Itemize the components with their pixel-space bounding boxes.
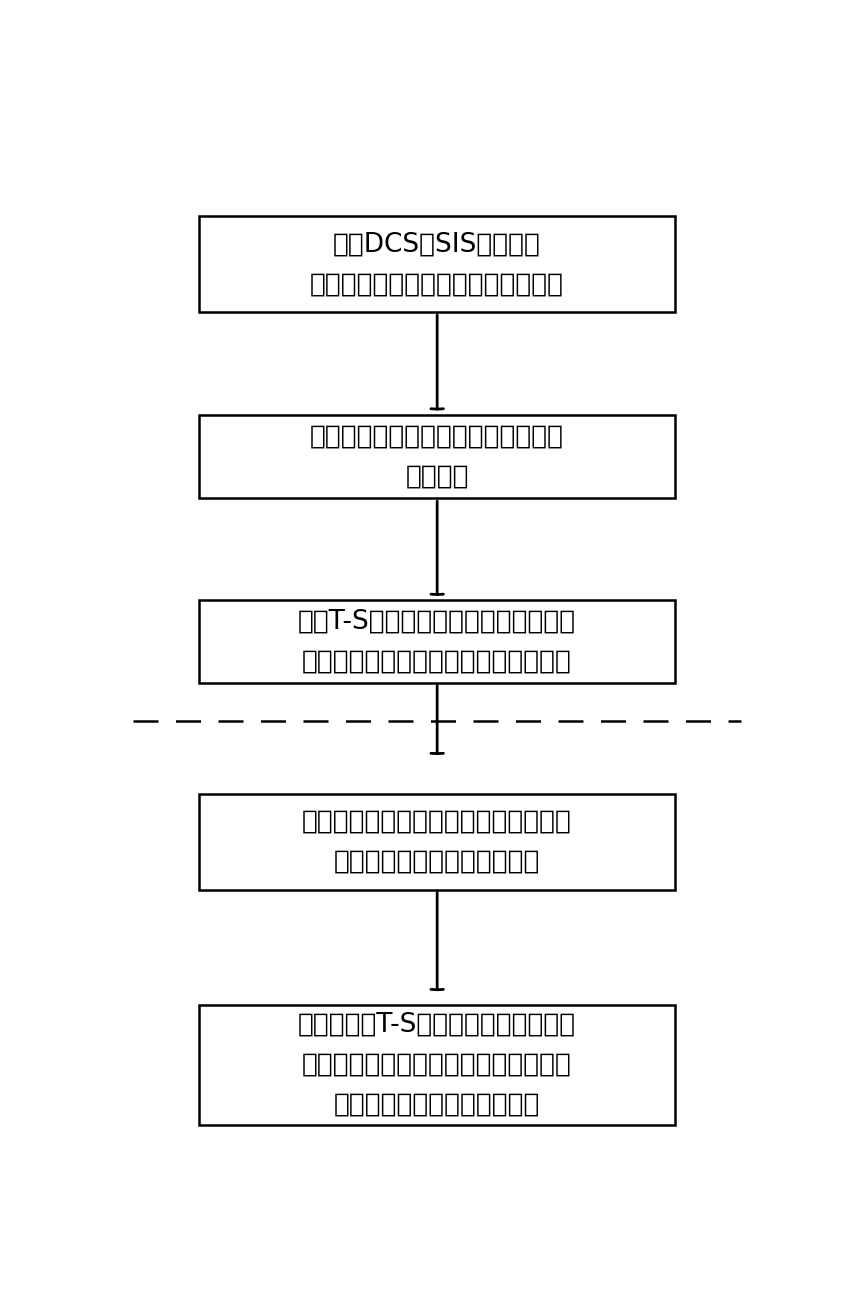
Bar (199, 216, 675, 312)
Text: 计算获得的历史数据中汽轮机的实际
进汽流量: 计算获得的历史数据中汽轮机的实际 进汽流量 (310, 424, 563, 490)
Text: 在额定主汽压力条件下，计算综合阀位
指令对应的调节级压力估计值: 在额定主汽压力条件下，计算综合阀位 指令对应的调节级压力估计值 (302, 809, 572, 875)
Text: 利用T-S模糊模型辨识特定的数据向量
与汽轮机实际进汽流量之间的映射关系: 利用T-S模糊模型辨识特定的数据向量 与汽轮机实际进汽流量之间的映射关系 (297, 608, 576, 674)
Bar (199, 794, 675, 890)
Text: 通过DCS或SIS获取大量
机组处于稳定工况下的历史运行数据: 通过DCS或SIS获取大量 机组处于稳定工况下的历史运行数据 (310, 232, 563, 297)
Bar (199, 416, 675, 499)
Bar (199, 600, 675, 683)
Bar (199, 1005, 675, 1125)
Text: 利用获得的T-S模糊模型和调节级压力
的估计值，计算汽轮机综合阀位指令与
实际进汽流量之间的对应关系: 利用获得的T-S模糊模型和调节级压力 的估计值，计算汽轮机综合阀位指令与 实际进… (297, 1012, 576, 1117)
